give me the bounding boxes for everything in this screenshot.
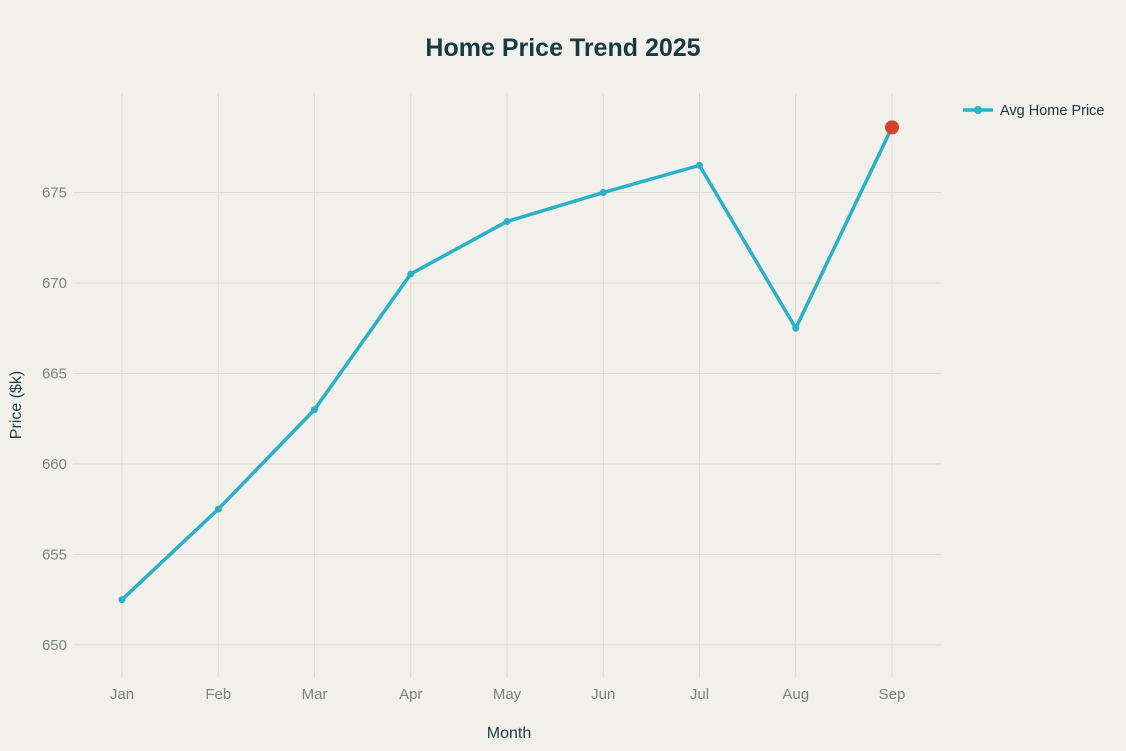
data-point — [407, 270, 415, 278]
y-tick-label: 660 — [42, 456, 67, 473]
x-tick-label: Jan — [110, 686, 134, 703]
gridlines — [73, 93, 941, 678]
axis-tick-labels: 650 655 660 665 670 675 Jan Feb Mar Apr May Jun Jul A… — [42, 185, 905, 703]
y-tick-label: 650 — [42, 637, 67, 654]
data-point — [311, 406, 318, 414]
y-tick-label: 665 — [42, 365, 67, 382]
x-tick-label: Aug — [782, 686, 809, 703]
data-series — [118, 120, 899, 604]
legend-entry-label: Avg Home Price — [1000, 103, 1105, 119]
y-tick-label: 675 — [42, 185, 67, 202]
x-tick-label: Apr — [399, 686, 422, 703]
x-tick-label: May — [493, 686, 522, 703]
data-point — [696, 161, 703, 169]
data-point — [792, 324, 800, 332]
x-tick-label: Jul — [690, 686, 709, 703]
y-tick-label: 670 — [42, 275, 67, 292]
data-point — [118, 596, 126, 604]
highlighted-data-point — [885, 120, 899, 135]
legend: Avg Home Price — [963, 103, 1105, 119]
x-tick-label: Mar — [302, 686, 328, 703]
x-tick-label: Jun — [591, 686, 615, 703]
data-point — [503, 217, 511, 225]
legend-marker-icon — [974, 106, 982, 114]
x-tick-label: Sep — [879, 686, 906, 703]
x-axis-label: Month — [487, 725, 531, 742]
data-point — [214, 505, 222, 513]
y-axis-label: Price ($k) — [8, 371, 25, 439]
x-tick-label: Feb — [205, 686, 231, 703]
y-tick-label: 655 — [42, 546, 67, 563]
chart-title: Home Price Trend 2025 — [425, 34, 700, 62]
data-point — [599, 189, 607, 197]
